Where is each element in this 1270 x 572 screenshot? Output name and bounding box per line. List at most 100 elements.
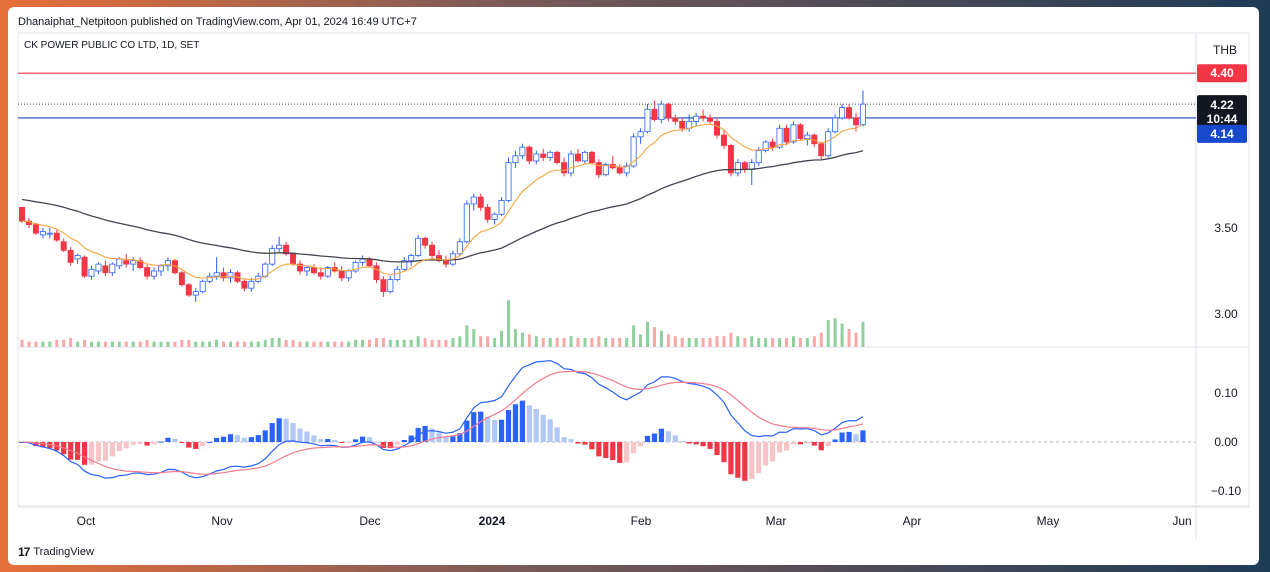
- volume-bar: [854, 332, 858, 347]
- candle-body: [401, 260, 408, 270]
- volume-bar: [520, 332, 524, 347]
- macd-histogram-bar: [207, 441, 213, 443]
- volume-bar: [764, 338, 768, 347]
- volume-bar: [173, 341, 177, 347]
- currency-label[interactable]: THB: [1213, 43, 1237, 57]
- candle-body: [616, 167, 623, 174]
- volume-bar: [576, 338, 580, 347]
- candle-body: [665, 103, 672, 119]
- candle-body: [39, 231, 46, 236]
- candle-body: [846, 107, 853, 119]
- time-tick-label: May: [1037, 514, 1060, 528]
- candle-body: [679, 120, 686, 129]
- macd-histogram-bar: [589, 442, 595, 450]
- volume-bar: [729, 332, 733, 347]
- volume-bar: [722, 336, 726, 347]
- volume-bar: [34, 341, 38, 347]
- last-price-tag: 4.22: [1210, 98, 1234, 112]
- volume-bar: [430, 339, 434, 347]
- macd-histogram-bar: [763, 442, 769, 466]
- volume-bar: [152, 341, 156, 347]
- candle-body: [60, 241, 67, 251]
- candle-body: [512, 155, 519, 164]
- candle-body: [623, 165, 630, 174]
- footer: 17 TradingView: [18, 545, 94, 559]
- chart-frame: [17, 32, 1250, 508]
- macd-histogram-bar: [756, 442, 762, 474]
- candle-body: [547, 151, 554, 158]
- candle-body: [366, 258, 373, 267]
- volume-bar: [618, 338, 622, 347]
- macd-histogram-bar: [283, 418, 289, 442]
- macd-histogram-bar: [109, 442, 115, 457]
- candle-body: [435, 255, 442, 262]
- macd-histogram-bar: [373, 441, 380, 443]
- candle-body: [46, 232, 53, 235]
- candle-body: [707, 117, 714, 122]
- macd-histogram-bar: [276, 418, 282, 442]
- volume-bar: [270, 338, 274, 347]
- macd-histogram-bar: [457, 433, 463, 442]
- volume-bar: [437, 339, 441, 347]
- candle-body: [213, 272, 220, 277]
- macd-histogram-bar: [366, 437, 373, 442]
- candle-body: [720, 134, 727, 146]
- candle-body: [637, 131, 644, 138]
- volume-bar: [659, 330, 663, 347]
- candle-body: [248, 280, 255, 289]
- candle-body: [53, 232, 60, 241]
- volume-bar: [673, 336, 677, 347]
- volume-bar: [166, 341, 170, 347]
- volume-bar: [229, 341, 232, 347]
- candle-body: [470, 196, 477, 205]
- candle-body: [839, 107, 846, 119]
- macd-tick-label: −0.10: [1211, 484, 1242, 498]
- volume-bar: [771, 338, 775, 347]
- macd-histogram-bar: [130, 442, 136, 445]
- volume-bar: [555, 338, 559, 347]
- time-tick-label: Apr: [903, 514, 922, 528]
- macd-histogram-bar: [241, 437, 247, 442]
- volume-bar: [541, 338, 545, 347]
- macd-histogram-bar: [853, 434, 859, 442]
- candle-body: [303, 267, 310, 272]
- symbol-legend[interactable]: CK POWER PUBLIC CO LTD, 1D, SET: [24, 40, 200, 51]
- candle-body: [296, 263, 303, 272]
- volume-bar: [534, 336, 538, 347]
- volume-bar: [263, 339, 267, 347]
- volume-bar: [590, 338, 594, 347]
- volume-bar: [743, 338, 747, 347]
- volume-bar: [548, 338, 552, 347]
- macd-histogram-bar: [262, 430, 268, 442]
- macd-histogram-bar: [540, 414, 546, 442]
- macd-histogram-bar: [450, 436, 456, 442]
- macd-histogram-bar: [137, 442, 143, 445]
- candle-body: [192, 291, 199, 296]
- candle-body: [519, 146, 526, 157]
- candle-body: [783, 127, 790, 143]
- support-price-tag-bg: [1197, 124, 1247, 143]
- volume-bar: [277, 338, 281, 347]
- candle-body: [116, 258, 123, 267]
- volume-bar: [805, 338, 809, 347]
- volume-bar: [395, 339, 399, 347]
- macd-tick-label: 0.00: [1214, 435, 1238, 449]
- time-tick-label: Dec: [359, 514, 380, 528]
- macd-histogram-bar: [325, 438, 331, 442]
- candle-body: [422, 237, 429, 246]
- macd-histogram-bar: [610, 442, 616, 461]
- macd-histogram-bar: [797, 442, 803, 445]
- volume-bar: [159, 341, 163, 347]
- macd-histogram-bar: [832, 439, 838, 442]
- volume-bar: [194, 341, 198, 347]
- candle-body: [123, 260, 130, 265]
- volume-bar: [20, 339, 24, 347]
- candle-body: [818, 143, 825, 157]
- volume-bar: [646, 321, 649, 347]
- volume-bar: [861, 321, 865, 347]
- candle-body: [178, 272, 185, 286]
- macd-histogram-bar: [158, 441, 164, 443]
- candle-body: [206, 275, 213, 282]
- macd-histogram-bar: [394, 442, 400, 445]
